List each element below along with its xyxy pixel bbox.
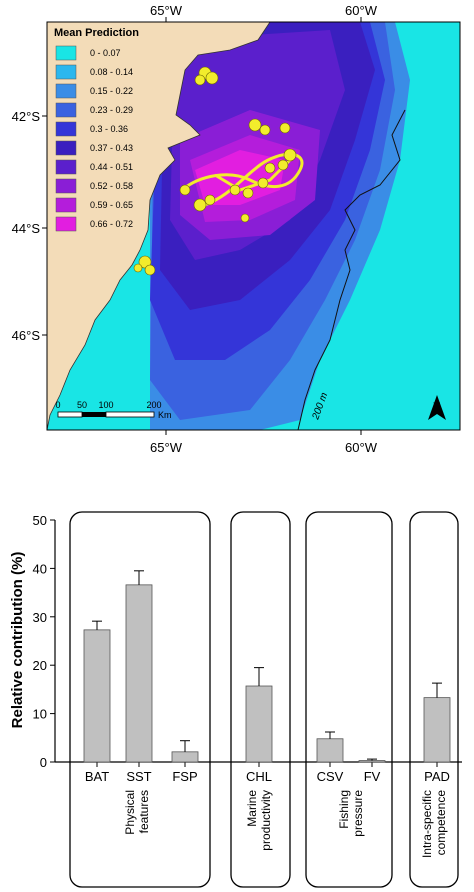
bar-pad [423, 697, 451, 763]
scale-bar: 0 50 100 200 Km [55, 400, 171, 420]
scale-tick-200: 200 [146, 400, 161, 410]
legend-swatch [55, 121, 77, 137]
map-top-tick-65w: 65°W [150, 3, 183, 18]
map-left-tick-44s: 44°S [12, 221, 41, 236]
x-tick-label: FSP [172, 769, 197, 784]
legend-label: 0.3 - 0.36 [90, 124, 128, 134]
legend-label: 0.23 - 0.29 [90, 105, 133, 115]
isobath-200m [297, 109, 406, 431]
legend-title: Mean Prediction [54, 27, 139, 39]
legend-swatch [55, 140, 77, 156]
map-left-tick-42s: 42°S [12, 109, 41, 124]
bar-sst [125, 584, 153, 763]
legend-swatch [55, 102, 77, 118]
scale-tick-0: 0 [55, 400, 60, 410]
bar-fv [358, 760, 386, 763]
legend-label: 0 - 0.07 [90, 48, 121, 58]
x-tick-label: CSV [317, 769, 344, 784]
scale-unit: Km [158, 410, 172, 420]
y-tick-label: 50 [33, 513, 47, 528]
y-tick-label: 30 [33, 610, 47, 625]
north-label: N [432, 402, 442, 409]
tracks [181, 152, 304, 207]
group-label: Fishingpressure [337, 790, 365, 837]
scale-tick-100: 100 [98, 400, 113, 410]
map-legend: Mean Prediction 0 - 0.07 0.08 - 0.14 0.15 … [54, 27, 139, 232]
legend-label: 0.15 - 0.22 [90, 86, 133, 96]
legend-swatch [55, 197, 77, 213]
group-label: Intra-specificcompetence [420, 790, 448, 858]
legend-label: 0.59 - 0.65 [90, 200, 133, 210]
legend-swatch [55, 64, 77, 80]
x-tick-label: BAT [85, 769, 109, 784]
group-frame [305, 511, 393, 888]
group-frame [230, 511, 291, 888]
x-tick-label: CHL [246, 769, 272, 784]
track-points [133, 66, 297, 276]
legend-label: 0.37 - 0.43 [90, 143, 133, 153]
y-tick-label: 0 [40, 755, 47, 770]
map-left-tick-46s: 46°S [12, 328, 41, 343]
bar-csv [316, 738, 344, 763]
north-arrow-icon: N [428, 395, 446, 420]
group-label: Physicalfeatures [123, 790, 151, 835]
map-panel: 65°W 60°W Mean Prediction 0 - 0.07 0.08 -… [12, 3, 461, 455]
legend-label: 0.08 - 0.14 [90, 67, 133, 77]
group-frame [409, 511, 459, 888]
map-top-tick-60w: 60°W [345, 3, 378, 18]
group-label: Marineproductivity [245, 790, 273, 851]
map-frame [46, 21, 461, 431]
legend-swatch [55, 216, 77, 232]
legend-swatch [55, 83, 77, 99]
bar-fsp [171, 751, 199, 763]
legend-swatch [55, 45, 77, 61]
legend-swatch [55, 178, 77, 194]
bar-chl [245, 685, 273, 763]
map-bottom-tick-65w: 65°W [150, 440, 183, 455]
y-axis-title: Relative contribution (%) [9, 552, 26, 729]
scale-tick-50: 50 [77, 400, 87, 410]
y-tick-label: 20 [33, 658, 47, 673]
legend-label: 0.66 - 0.72 [90, 219, 133, 229]
y-tick-label: 10 [33, 707, 47, 722]
bar-bat [83, 629, 111, 763]
map-bottom-tick-60w: 60°W [345, 440, 378, 455]
group-frame [69, 511, 211, 888]
x-tick-label: FV [364, 769, 381, 784]
x-tick-label: SST [126, 769, 151, 784]
legend-label: 0.52 - 0.58 [90, 181, 133, 191]
y-tick-label: 40 [33, 561, 47, 576]
legend-label: 0.44 - 0.51 [90, 162, 133, 172]
x-tick-label: PAD [424, 769, 450, 784]
legend-swatch [55, 159, 77, 175]
land [46, 21, 271, 431]
